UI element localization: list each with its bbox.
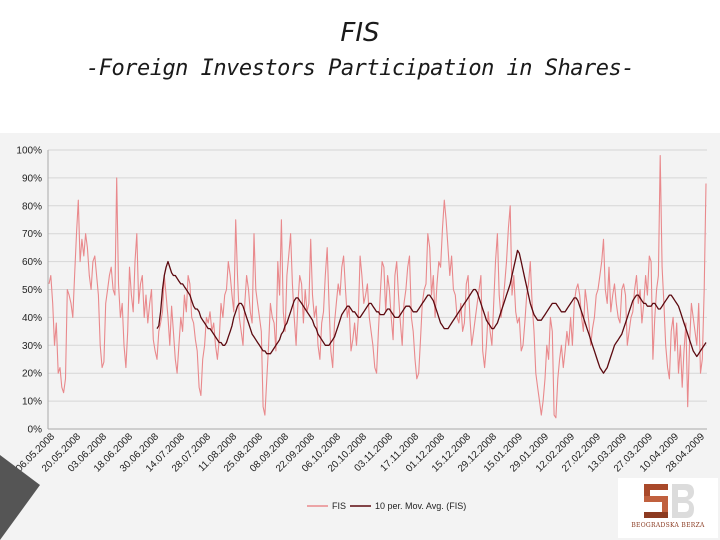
logo-text: BEOGRADSKA BERZA: [631, 522, 705, 529]
y-tick-label: 10%: [22, 397, 42, 408]
chart-area: 0% 10% 20% 30% 40% 50% 60% 70% 80% 90% 100% 06.05.2…: [0, 133, 720, 540]
line-chart: 0%10%20%30%40%50%60%70%80%90%100%06.05.2…: [14, 146, 707, 512]
y-tick-label: 30%: [22, 341, 42, 352]
y-tick-label: 0%: [28, 425, 43, 436]
y-tick-label: 100%: [16, 146, 42, 157]
corner-decoration: [0, 455, 40, 540]
series-line-moving-average: [156, 249, 707, 374]
exchange-logo-icon: [644, 484, 694, 518]
legend-label-moving-average: 10 per. Mov. Avg. (FIS): [375, 501, 466, 511]
logo: BEOGRADSKA BERZA: [618, 478, 718, 538]
y-tick-label: 90%: [22, 173, 42, 184]
y-tick-label: 60%: [22, 257, 42, 268]
y-tick-label: 40%: [22, 313, 42, 324]
page-title: FIS: [340, 18, 380, 48]
y-tick-label: 80%: [22, 201, 42, 212]
y-tick-label: 70%: [22, 229, 42, 240]
y-tick-label: 20%: [22, 369, 42, 380]
legend-label-fis: FIS: [332, 501, 346, 511]
series-line-fis: [48, 155, 707, 419]
page-subtitle: -Foreign Investors Participation in Shar…: [85, 56, 635, 81]
y-tick-label: 50%: [22, 285, 42, 296]
